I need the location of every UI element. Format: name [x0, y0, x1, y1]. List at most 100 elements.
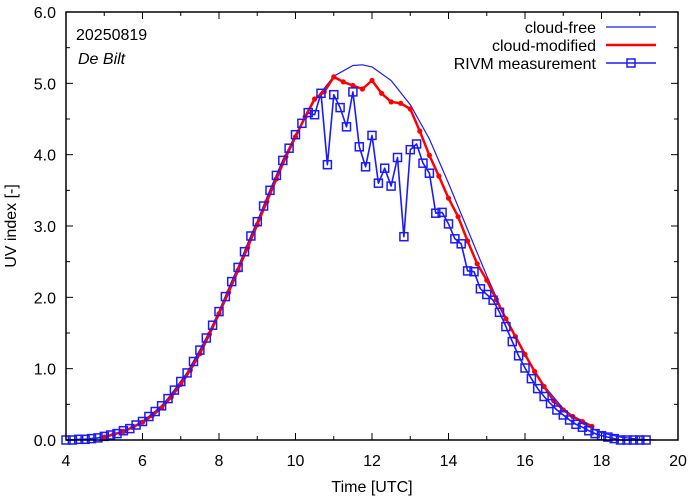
cloud-modified-point	[350, 82, 356, 89]
rivm-measurement-point	[176, 376, 186, 387]
rivm-measurement-point	[150, 406, 160, 417]
cloud-modified-point	[503, 316, 509, 322]
rivm-measurement-point	[156, 401, 167, 411]
rivm-measurement-point	[392, 152, 403, 163]
rivm-measurement-point	[93, 433, 103, 443]
cloud-modified-point	[532, 368, 538, 375]
cloud-modified-point	[120, 428, 126, 434]
rivm-measurement-point	[584, 425, 594, 436]
rivm-measurement-point	[507, 336, 518, 347]
cloud-modified-point	[101, 434, 107, 440]
legend-label-cloud-free: cloud-free	[525, 20, 596, 37]
rivm-measurement-point	[214, 306, 224, 317]
rivm-measurement-point	[290, 129, 301, 140]
rivm-measurement-point	[137, 416, 148, 427]
y-tick-label: 2.0	[34, 290, 56, 307]
rivm-measurement-point	[552, 405, 562, 415]
cloud-modified-point	[139, 419, 146, 425]
rivm-measurement-point	[329, 89, 339, 100]
rivm-measurement-point	[226, 276, 237, 287]
rivm-measurement-point	[163, 393, 173, 404]
rivm-measurement-point	[437, 207, 447, 218]
rivm-measurement-point	[424, 168, 435, 178]
rivm-measurement-point	[373, 178, 384, 188]
rivm-measurement-point	[494, 307, 505, 318]
rivm-measurement-point	[297, 118, 307, 129]
y-tick-label: 1.0	[34, 362, 56, 379]
rivm-measurement-point	[207, 320, 218, 330]
rivm-measurement-point	[603, 432, 613, 442]
cloud-modified-point	[484, 277, 490, 283]
cloud-modified-point	[455, 214, 461, 220]
rivm-measurement-point	[239, 246, 250, 257]
rivm-measurement-point	[405, 144, 416, 155]
cloud-modified-point	[541, 383, 547, 390]
y-tick-labels: 0.0 1.0 2.0 3.0 4.0 5.0 6.0	[34, 5, 56, 450]
rivm-measurement-point	[335, 102, 345, 113]
rivm-measurement-point	[144, 411, 154, 422]
cloud-modified-point	[465, 238, 471, 244]
cloud-modified-point	[168, 394, 174, 400]
cloud-modified-point	[398, 100, 404, 106]
cloud-modified-point	[407, 106, 413, 112]
rivm-measurement-point	[482, 289, 492, 300]
cloud-modified-point	[379, 90, 385, 96]
rivm-measurement-point	[475, 284, 486, 294]
rivm-measurement-point	[258, 201, 269, 211]
y-tick-label: 6.0	[34, 5, 56, 22]
rivm-measurement-point	[195, 345, 205, 355]
x-tick-label: 14	[440, 453, 458, 470]
x-tick-label: 16	[516, 453, 534, 470]
y-axis-label: UV index [-]	[3, 184, 20, 268]
rivm-measurement-point	[252, 216, 263, 227]
rivm-measurement-point	[316, 88, 326, 99]
legend: cloud-free cloud-modified RIVM measureme…	[454, 20, 656, 73]
x-tick-labels: 4 6 8 10 12 14 16 18 20	[62, 453, 687, 470]
rivm-measurement-point	[188, 356, 199, 367]
rivm-measurement-point	[558, 410, 569, 420]
cloud-modified-point	[493, 296, 499, 303]
cloud-modified-point	[312, 96, 318, 102]
cloud-modified-point	[388, 99, 394, 105]
rivm-measurement-point	[341, 122, 352, 132]
rivm-measurement-point	[265, 185, 275, 196]
rivm-measurement-point	[520, 363, 530, 373]
rivm-measurement-point	[169, 385, 180, 395]
x-tick-label: 10	[287, 453, 305, 470]
location-annotation: De Bilt	[78, 51, 126, 68]
cloud-modified-point	[321, 89, 327, 95]
rivm-measurement-point	[590, 428, 600, 439]
legend-label-cloud-modified: cloud-modified	[492, 38, 596, 55]
x-tick-label: 6	[138, 453, 147, 470]
cloud-modified-point	[445, 195, 452, 201]
y-tick-label: 0.0	[34, 433, 56, 450]
rivm-measurement-point	[246, 231, 256, 241]
rivm-measurement-point	[526, 373, 537, 384]
rivm-measurement-point	[501, 321, 511, 332]
series-line-rivm-measurement	[66, 91, 647, 441]
x-tick-label: 18	[593, 453, 611, 470]
rivm-measurement-point	[469, 266, 479, 277]
cloud-modified-point	[417, 128, 423, 134]
series-layer	[61, 64, 656, 445]
rivm-measurement-point	[450, 234, 460, 244]
rivm-measurement-point	[539, 391, 549, 402]
date-annotation: 20250819	[76, 27, 147, 44]
cloud-modified-point	[359, 86, 365, 92]
rivm-measurement-point	[411, 139, 422, 149]
rivm-measurement-point	[118, 425, 129, 436]
rivm-measurement-point	[456, 239, 466, 249]
x-tick-label: 20	[669, 453, 687, 470]
rivm-measurement-point	[271, 170, 282, 181]
rivm-measurement-point	[571, 419, 581, 430]
rivm-measurement-point	[360, 162, 371, 172]
rivm-measurement-point	[386, 181, 396, 191]
rivm-measurement-point	[322, 159, 333, 170]
rivm-measurement-point	[399, 231, 409, 242]
x-tick-label: 4	[62, 453, 71, 470]
y-tick-label: 5.0	[34, 76, 56, 93]
rivm-measurement-point	[86, 433, 97, 444]
cloud-modified-point	[369, 77, 375, 84]
rivm-measurement-point	[367, 130, 377, 141]
